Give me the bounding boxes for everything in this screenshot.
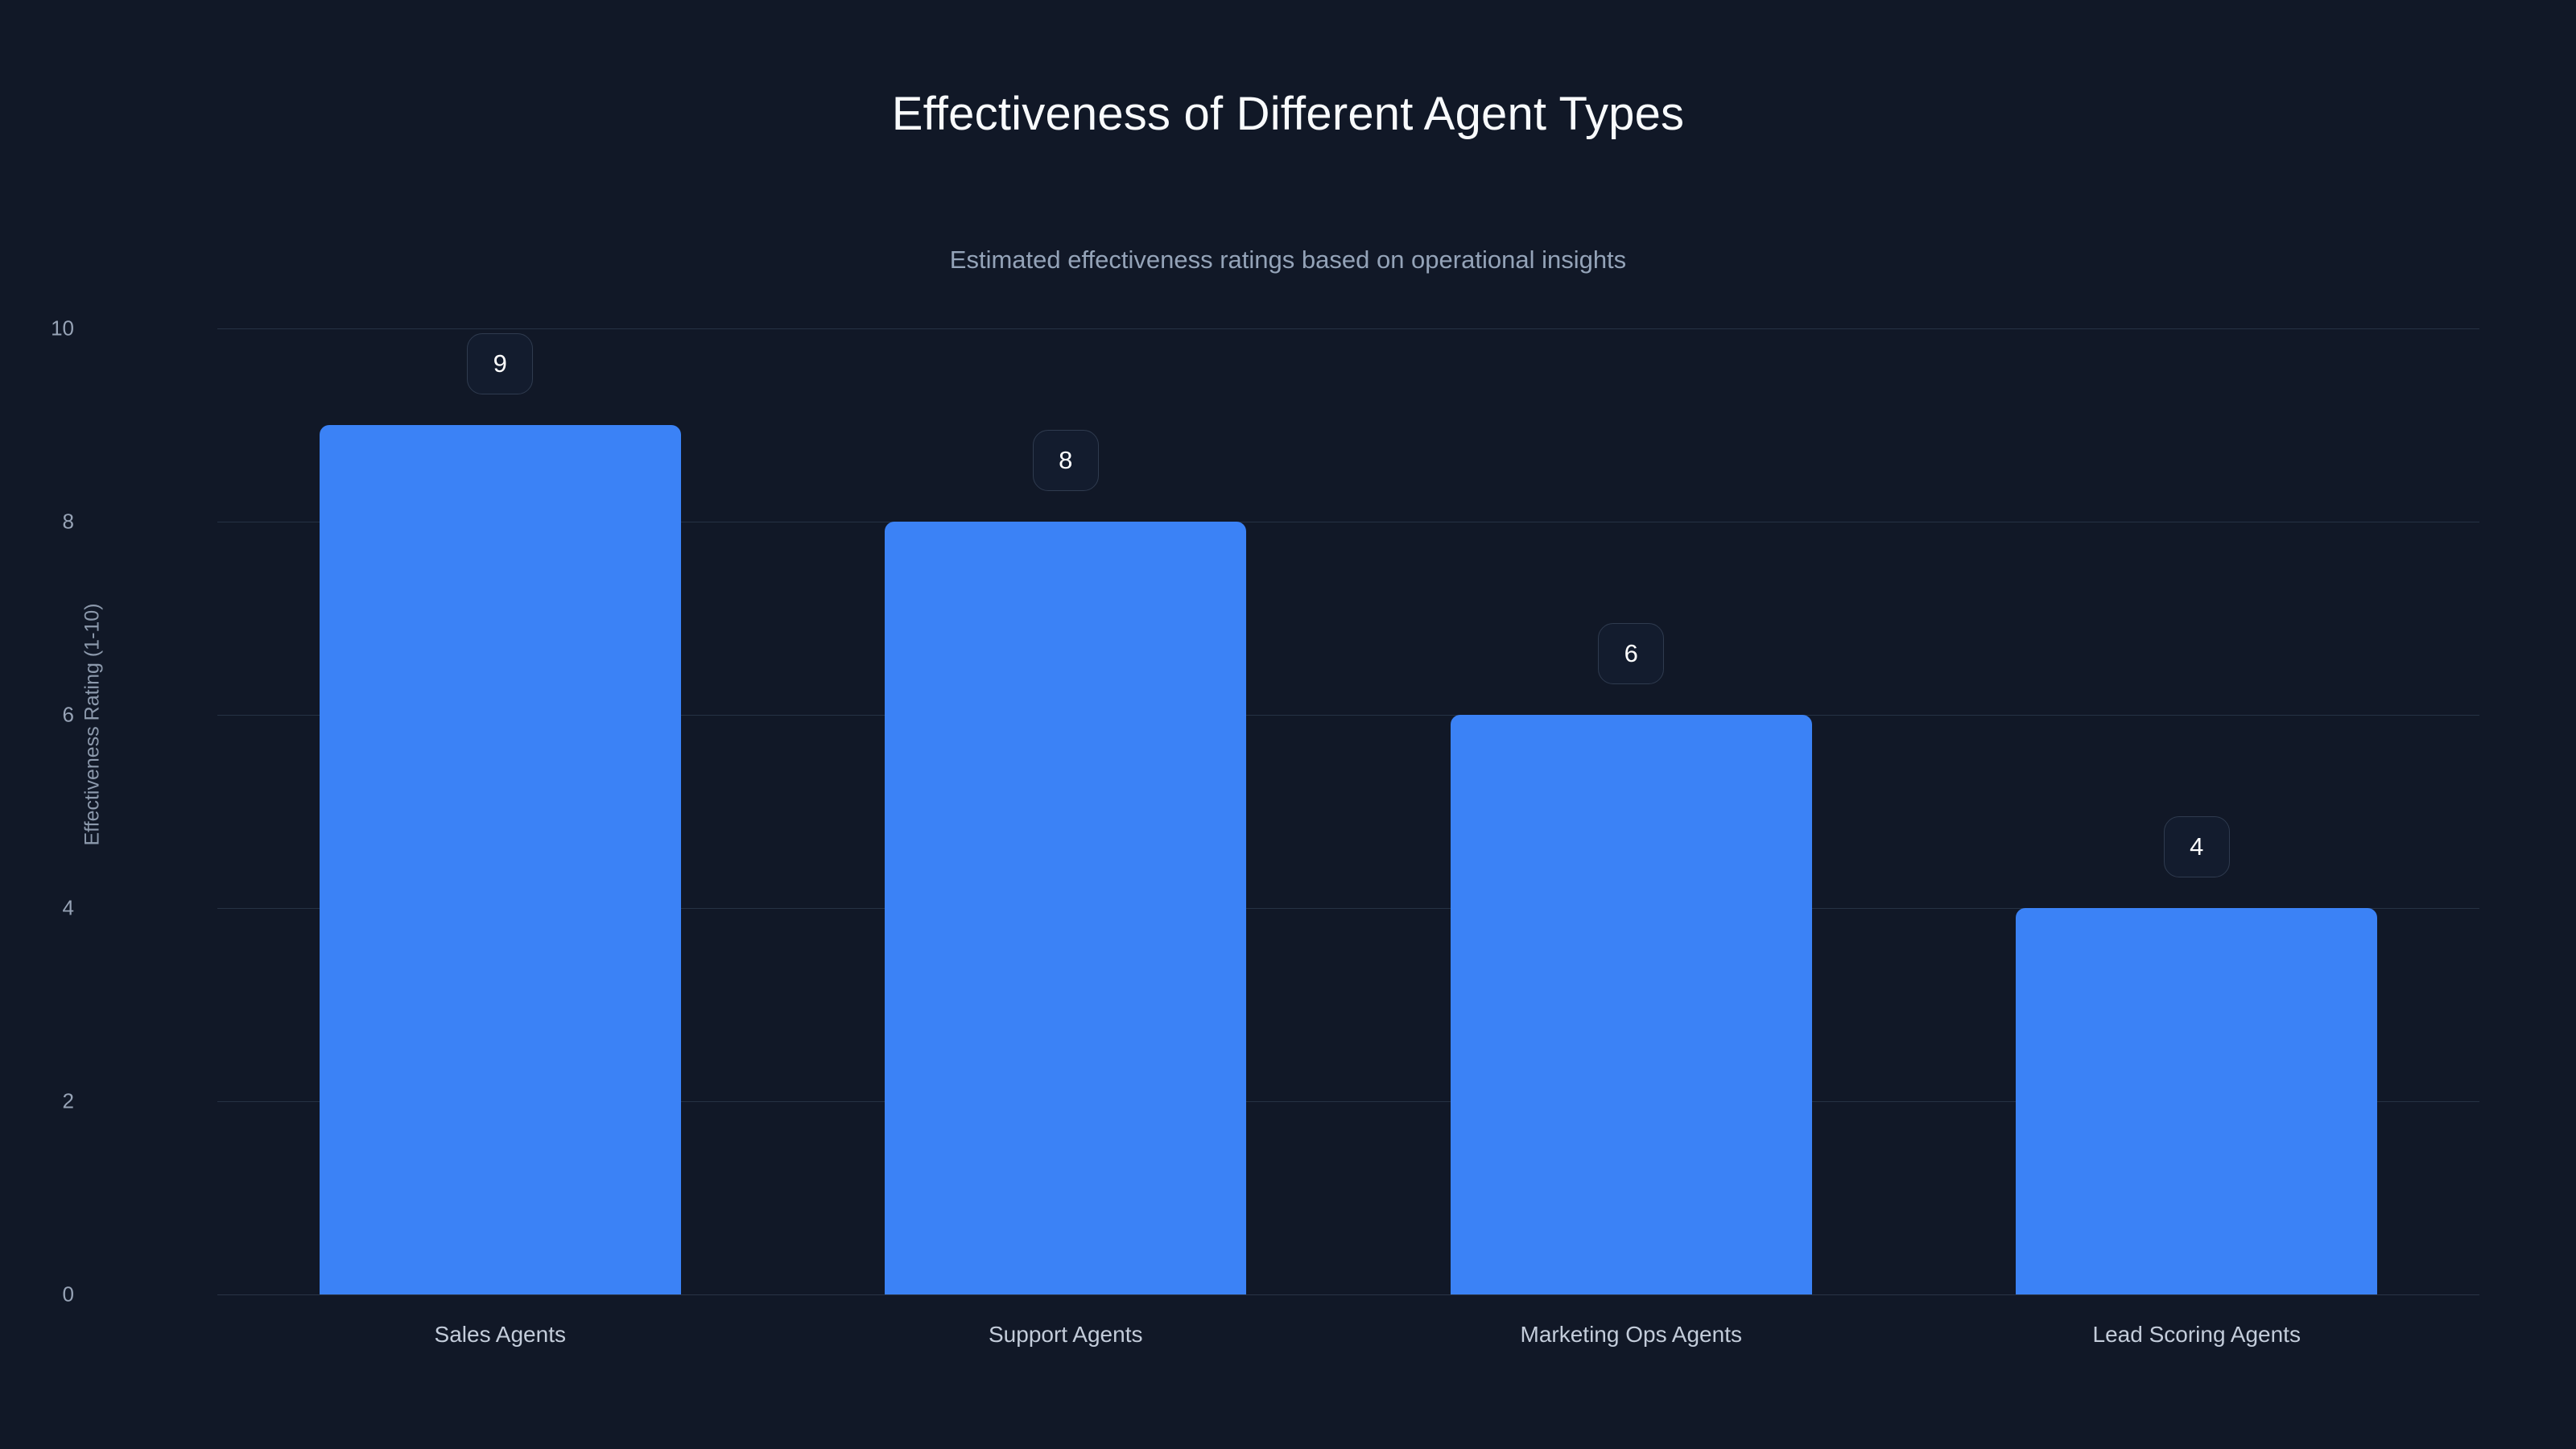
y-axis-tick-label: 2: [62, 1088, 74, 1113]
x-axis-tick-label: Support Agents: [989, 1322, 1143, 1347]
bar-value-label: 4: [2163, 816, 2230, 877]
gridline: [217, 715, 2479, 716]
x-axis-tick-label: Sales Agents: [434, 1322, 566, 1347]
x-axis-tick-label: Lead Scoring Agents: [2092, 1322, 2301, 1347]
y-axis-tick-label: 0: [62, 1282, 74, 1307]
bar-value-label: 8: [1032, 430, 1099, 491]
y-axis-tick-label: 4: [62, 895, 74, 920]
gridline: [217, 1101, 2479, 1102]
gridline: [217, 328, 2479, 329]
chart-title: Effectiveness of Different Agent Types: [891, 88, 1685, 140]
x-axis-tick-label: Marketing Ops Agents: [1520, 1322, 1742, 1347]
gridline: [217, 1294, 2479, 1295]
bar[interactable]: [319, 425, 681, 1294]
y-axis-tick-label: 8: [62, 509, 74, 534]
bar[interactable]: [2016, 908, 2378, 1294]
gridline: [217, 908, 2479, 909]
bar[interactable]: [1450, 715, 1812, 1294]
bar[interactable]: [885, 522, 1247, 1294]
plot-area: [217, 328, 2479, 1295]
bar-value-label: 6: [1598, 623, 1665, 684]
bar-value-label: 9: [467, 333, 534, 394]
y-axis-tick-label: 10: [51, 316, 74, 341]
y-axis-tick-label: 6: [62, 702, 74, 727]
y-axis-title: Effectiveness Rating (1-10): [80, 603, 104, 846]
chart-subtitle: Estimated effectiveness ratings based on…: [949, 246, 1627, 274]
